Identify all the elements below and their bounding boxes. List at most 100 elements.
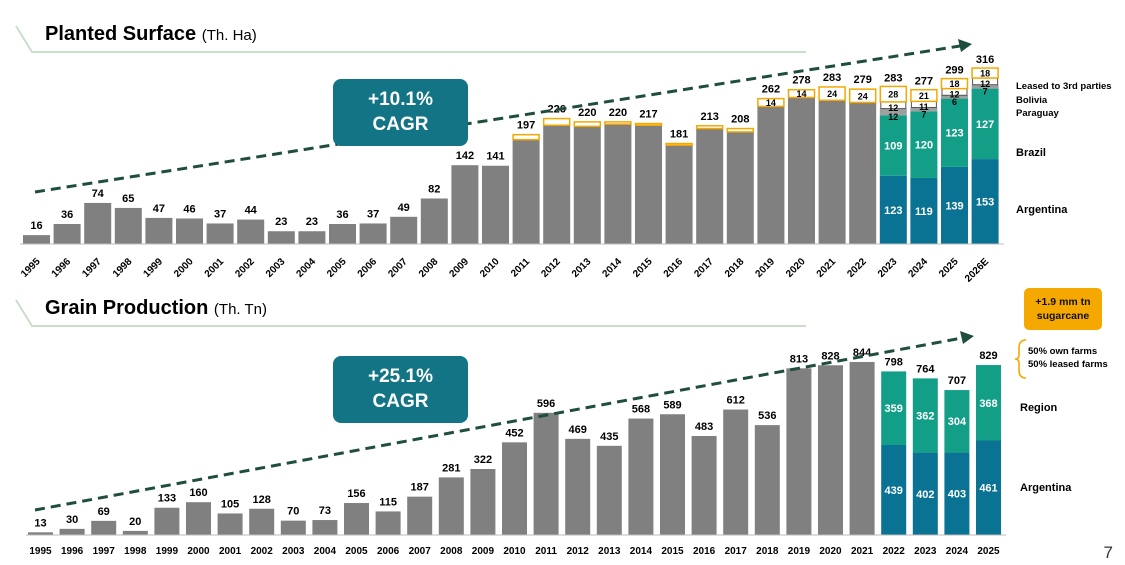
label-argentina-2025: 139 bbox=[945, 200, 963, 212]
tick-2024: 2024 bbox=[946, 546, 969, 557]
bar-gray-2000 bbox=[176, 218, 203, 244]
bar-gray-2002 bbox=[237, 219, 265, 244]
bar-paraguay-2025 bbox=[941, 95, 968, 99]
bar-gray-2000 bbox=[186, 502, 211, 535]
planted-surface-chart: 16 1995 36 1996 74 1997 65 1998 47 1999 46 2000 37 20… bbox=[19, 54, 1004, 285]
label-total-2025: 829 bbox=[979, 350, 997, 362]
label-total-2002: 128 bbox=[253, 494, 271, 506]
label-argentina-2025: 461 bbox=[979, 483, 997, 495]
tick-2011: 2011 bbox=[509, 256, 532, 279]
bar-gray-2007 bbox=[390, 216, 418, 244]
label-total-2004: 23 bbox=[306, 216, 318, 228]
bar-gray-2013 bbox=[573, 126, 601, 244]
bar-gray-2016 bbox=[691, 435, 717, 535]
legend-bolivia: Bolivia bbox=[1016, 95, 1048, 106]
tick-2015: 2015 bbox=[661, 546, 684, 557]
bar-leased-2011 bbox=[512, 133, 540, 141]
label-total-2010: 141 bbox=[486, 151, 504, 163]
label-total-1999: 47 bbox=[153, 203, 165, 215]
bar-gray-1995 bbox=[28, 532, 53, 535]
tick-2004: 2004 bbox=[295, 256, 319, 280]
tick-2011: 2011 bbox=[535, 546, 557, 557]
label-region-2024: 304 bbox=[948, 416, 967, 428]
label-total-2008: 281 bbox=[442, 462, 460, 474]
bar-gray-2012 bbox=[543, 125, 571, 244]
bar-gray-2021 bbox=[849, 361, 875, 535]
label-total-2012: 469 bbox=[569, 424, 587, 436]
bar-gray-2020 bbox=[788, 97, 815, 244]
tick-2014: 2014 bbox=[601, 256, 625, 280]
label-leased-2024: 21 bbox=[919, 91, 929, 101]
bar-leased-2022 bbox=[848, 88, 877, 104]
legend-leased: Leased to 3rd parties bbox=[1016, 81, 1112, 92]
tick-2013: 2013 bbox=[570, 256, 594, 280]
legend-paraguay: Paraguay bbox=[1016, 108, 1059, 119]
label-total-2020: 828 bbox=[821, 350, 839, 362]
bar-gray-1999 bbox=[154, 507, 180, 535]
tick-2014: 2014 bbox=[630, 546, 653, 557]
bar-gray-1998 bbox=[122, 530, 148, 535]
tick-2010: 2010 bbox=[503, 546, 526, 557]
grain-production-chart: 13 1995 30 1996 69 1997 20 1998 133 1999 160 2000 10… bbox=[26, 347, 1006, 557]
bar-gray-2014 bbox=[604, 124, 632, 244]
bar-gray-1995 bbox=[23, 235, 50, 244]
label-total-2019: 813 bbox=[790, 353, 808, 365]
bar-paraguay-2026e bbox=[971, 84, 999, 89]
label-total-1996: 30 bbox=[66, 514, 78, 526]
tick-2020: 2020 bbox=[784, 256, 808, 280]
bar-leased-2013 bbox=[573, 121, 602, 128]
bar-argentina-2024 bbox=[910, 177, 938, 244]
note-own-farms: 50% own farms bbox=[1028, 346, 1098, 357]
legend-argentina-top: Argentina bbox=[1016, 204, 1068, 216]
label-total-2013: 435 bbox=[600, 431, 618, 443]
label-total-2000: 160 bbox=[189, 487, 207, 499]
legend-region: Region bbox=[1020, 402, 1058, 414]
bar-gray-1998 bbox=[114, 207, 142, 244]
bar-gray-2019 bbox=[757, 106, 785, 244]
label-total-1997: 69 bbox=[98, 506, 110, 518]
bar-gray-2015 bbox=[660, 414, 685, 535]
label-total-2026e: 316 bbox=[976, 54, 994, 66]
bar-brazil-2024 bbox=[910, 111, 938, 178]
bar-gray-1999 bbox=[145, 217, 173, 244]
tick-2012: 2012 bbox=[539, 256, 563, 280]
tick-2002: 2002 bbox=[233, 256, 257, 280]
bar-argentina-2022 bbox=[881, 445, 907, 535]
callout-line2: sugarcane bbox=[1036, 310, 1090, 322]
label-bolivia-2023: 12 bbox=[888, 103, 898, 113]
tick-2024: 2024 bbox=[907, 256, 931, 280]
label-argentina-2026e: 153 bbox=[976, 197, 994, 209]
label-total-2024: 277 bbox=[915, 76, 933, 88]
label-total-2025: 299 bbox=[945, 65, 963, 77]
bar-region-2024 bbox=[944, 390, 970, 453]
bar-paraguay-2023 bbox=[879, 108, 907, 116]
label-leased-2025: 18 bbox=[949, 79, 959, 89]
bar-leased-2020 bbox=[787, 88, 816, 99]
bar-gray-2004 bbox=[312, 520, 338, 535]
tick-2006: 2006 bbox=[356, 256, 380, 280]
tick-2015: 2015 bbox=[631, 256, 655, 280]
tick-2001: 2001 bbox=[203, 256, 227, 280]
bar-leased-2012 bbox=[542, 117, 571, 126]
page-number: 7 bbox=[1103, 543, 1113, 562]
tick-2019: 2019 bbox=[788, 546, 811, 557]
label-total-2009: 322 bbox=[474, 454, 492, 466]
bar-gray-2006 bbox=[375, 511, 401, 535]
bar-brazil-2025 bbox=[941, 98, 968, 167]
label-total-1997: 74 bbox=[92, 188, 105, 200]
tick-2012: 2012 bbox=[567, 546, 590, 557]
bar-gray-2005 bbox=[329, 224, 356, 244]
bar-leased-2016 bbox=[665, 142, 693, 146]
tick-2007: 2007 bbox=[409, 546, 432, 557]
bar-gray-2003 bbox=[280, 520, 306, 535]
bar-leased-2015 bbox=[634, 122, 663, 126]
label-brazil-2025: 123 bbox=[945, 128, 963, 140]
bar-gray-2010 bbox=[482, 165, 509, 244]
bar-argentina-2025 bbox=[941, 166, 968, 244]
bar-gray-2011 bbox=[512, 139, 540, 244]
label-region-2022: 359 bbox=[885, 403, 903, 415]
label-total-2016: 483 bbox=[695, 421, 713, 433]
label-total-2014: 568 bbox=[632, 404, 650, 416]
trend-arrow-bottom-line bbox=[34, 336, 963, 512]
planted-surface-title: Planted Surface (Th. Ha) bbox=[45, 23, 257, 46]
